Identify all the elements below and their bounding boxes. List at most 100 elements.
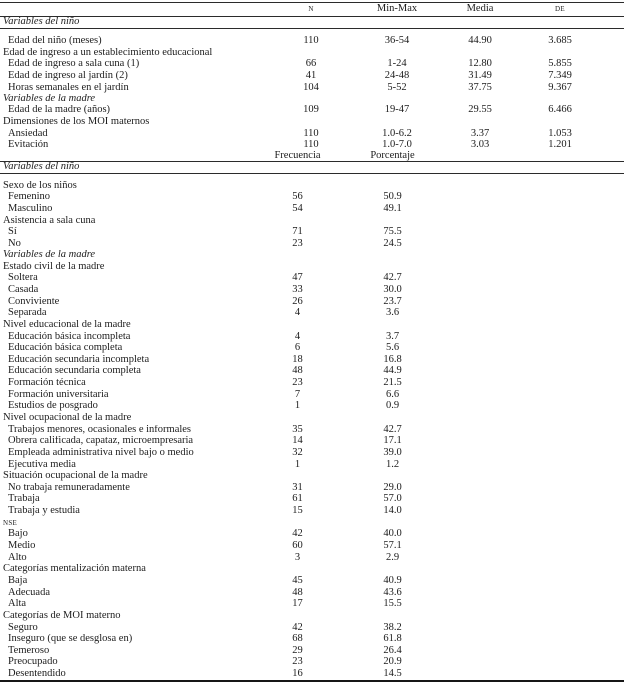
cell-porcentaje: 3.6 bbox=[385, 308, 400, 319]
cell-frecuencia: 45 bbox=[292, 575, 303, 586]
cell-porcentaje: 14.5 bbox=[383, 669, 402, 680]
stats-header-row: N Min-Max Media DE bbox=[0, 3, 624, 16]
cell-porcentaje: 5.6 bbox=[385, 343, 400, 354]
cell-frecuencia: 18 bbox=[292, 354, 303, 365]
table-row: Masculino 54 49.1 bbox=[0, 204, 624, 216]
table-row: Asistencia a sala cuna bbox=[0, 215, 624, 227]
row-label: Evitación bbox=[8, 140, 49, 151]
table-row: Casada 33 30.0 bbox=[0, 284, 624, 296]
cell-porcentaje: 6.6 bbox=[385, 389, 400, 400]
table-row: Desentendido 16 14.5 bbox=[0, 669, 624, 681]
row-label: No trabaja remuneradamente bbox=[8, 482, 130, 493]
cell-porcentaje: 1.2 bbox=[385, 459, 400, 470]
table-row: Categorías mentalización materna bbox=[0, 564, 624, 576]
cell-porcentaje: 38.2 bbox=[383, 622, 402, 633]
cell-frecuencia: 4 bbox=[294, 308, 301, 319]
cell-frecuencia: 68 bbox=[292, 634, 303, 645]
table-row: Empleada administrativa nivel bajo o med… bbox=[0, 447, 624, 459]
cell-media: 12.80 bbox=[468, 59, 492, 70]
cell-porcentaje: 3.7 bbox=[385, 331, 400, 342]
cell-de: 5.855 bbox=[548, 59, 572, 70]
row-label: Estudios de posgrado bbox=[8, 401, 98, 412]
cell-min-max: 1.0-7.0 bbox=[382, 140, 412, 151]
cell-de: 7.349 bbox=[548, 70, 572, 81]
cell-porcentaje: 14.0 bbox=[383, 506, 402, 517]
cell-de: 1.053 bbox=[548, 128, 572, 139]
cell-porcentaje: 23.7 bbox=[383, 296, 402, 307]
stats-header-de: DE bbox=[555, 4, 565, 15]
table-row: No 23 24.5 bbox=[0, 238, 624, 250]
table-row: Edad de ingreso al jardín (2) 41 24-48 31.4… bbox=[0, 70, 624, 82]
cell-frecuencia: 32 bbox=[292, 447, 303, 458]
table-row: Preocupado 23 20.9 bbox=[0, 657, 624, 669]
row-label: Inseguro (que se desglosa en) bbox=[8, 634, 133, 645]
table-row: Conviviente 26 23.7 bbox=[0, 296, 624, 308]
cell-porcentaje: 0.9 bbox=[385, 401, 400, 412]
row-label: Medio bbox=[8, 541, 36, 552]
row-label: Sí bbox=[8, 227, 17, 238]
row-label: Formación técnica bbox=[8, 378, 86, 389]
cell-porcentaje: 2.9 bbox=[385, 552, 400, 563]
cell-frecuencia: 15 bbox=[292, 506, 303, 517]
row-label: Categorías de MOI materno bbox=[3, 610, 121, 621]
cell-frecuencia: 61 bbox=[292, 494, 303, 505]
cell-porcentaje: 43.6 bbox=[383, 587, 402, 598]
cell-de: 9.367 bbox=[548, 82, 572, 93]
row-label: Educación secundaria incompleta bbox=[8, 354, 150, 365]
cell-frecuencia: 23 bbox=[292, 657, 303, 668]
row-label: Empleada administrativa nivel bajo o med… bbox=[8, 447, 194, 458]
cell-frecuencia: 23 bbox=[292, 239, 303, 250]
freq-header-rule bbox=[0, 160, 624, 162]
table-row: Formación universitaria 7 6.6 bbox=[0, 389, 624, 401]
table-row: Educación básica completa 6 5.6 bbox=[0, 343, 624, 355]
row-label: Ansiedad bbox=[8, 128, 48, 139]
stats-header-rule bbox=[0, 16, 624, 17]
cell-n: 41 bbox=[305, 70, 317, 81]
row-label: Soltera bbox=[8, 273, 38, 284]
freq-section: Frecuencia Porcentaje Variables del niño… bbox=[0, 151, 624, 680]
cell-frecuencia: 26 bbox=[292, 296, 303, 307]
row-label: Estado civil de la madre bbox=[3, 261, 105, 272]
cell-frecuencia: 3 bbox=[294, 552, 301, 563]
cell-frecuencia: 31 bbox=[292, 482, 303, 493]
cell-n: 109 bbox=[303, 105, 319, 116]
row-label: Conviviente bbox=[8, 296, 60, 307]
table-row: Edad del niño (meses) 110 36-54 44.90 3.685 bbox=[0, 36, 624, 48]
table-row: Medio 60 57.1 bbox=[0, 540, 624, 552]
cell-frecuencia: 1 bbox=[294, 459, 301, 470]
cell-frecuencia: 23 bbox=[292, 378, 303, 389]
row-label: Masculino bbox=[8, 204, 53, 215]
row-label: Alta bbox=[8, 599, 27, 610]
cell-porcentaje: 30.0 bbox=[383, 284, 402, 295]
row-label: Adecuada bbox=[8, 587, 50, 598]
row-label: Horas semanales en el jardín bbox=[8, 82, 129, 93]
cell-porcentaje: 39.0 bbox=[383, 447, 402, 458]
cell-media: 3.03 bbox=[470, 140, 490, 151]
table-row: NSE bbox=[0, 517, 624, 529]
row-label: Ejecutiva media bbox=[8, 459, 76, 470]
cell-min-max: 5-52 bbox=[387, 82, 407, 93]
row-label: Desentendido bbox=[8, 669, 66, 680]
table-row: Soltera 47 42.7 bbox=[0, 273, 624, 285]
table-row: Trabaja y estudia 15 14.0 bbox=[0, 506, 624, 518]
table-row: Sí 71 75.5 bbox=[0, 227, 624, 239]
table-row: Horas semanales en el jardín 104 5-52 37.75… bbox=[0, 82, 624, 94]
stats-section: N Min-Max Media DE Variables del niño Eda… bbox=[0, 3, 624, 151]
cell-porcentaje: 29.0 bbox=[383, 482, 402, 493]
table-row: Dimensiones de los MOI maternos bbox=[0, 116, 624, 128]
cell-de: 3.685 bbox=[548, 36, 572, 47]
cell-porcentaje: 44.9 bbox=[383, 366, 402, 377]
stats-header-media: Media bbox=[466, 4, 494, 15]
cell-porcentaje: 21.5 bbox=[383, 378, 402, 389]
row-label: Educación básica incompleta bbox=[8, 331, 131, 342]
table-row: Situación ocupacional de la madre bbox=[0, 471, 624, 483]
table-row: Seguro 42 38.2 bbox=[0, 622, 624, 634]
cell-frecuencia: 6 bbox=[294, 343, 301, 354]
table-row: Categorías de MOI materno bbox=[0, 610, 624, 622]
row-label: NSE bbox=[3, 517, 18, 528]
table-row: Obrera calificada, capataz, microempresa… bbox=[0, 436, 624, 448]
row-label: Edad de la madre (años) bbox=[8, 105, 111, 116]
row-label: Educación básica completa bbox=[8, 343, 123, 354]
cell-min-max: 36-54 bbox=[384, 36, 410, 47]
